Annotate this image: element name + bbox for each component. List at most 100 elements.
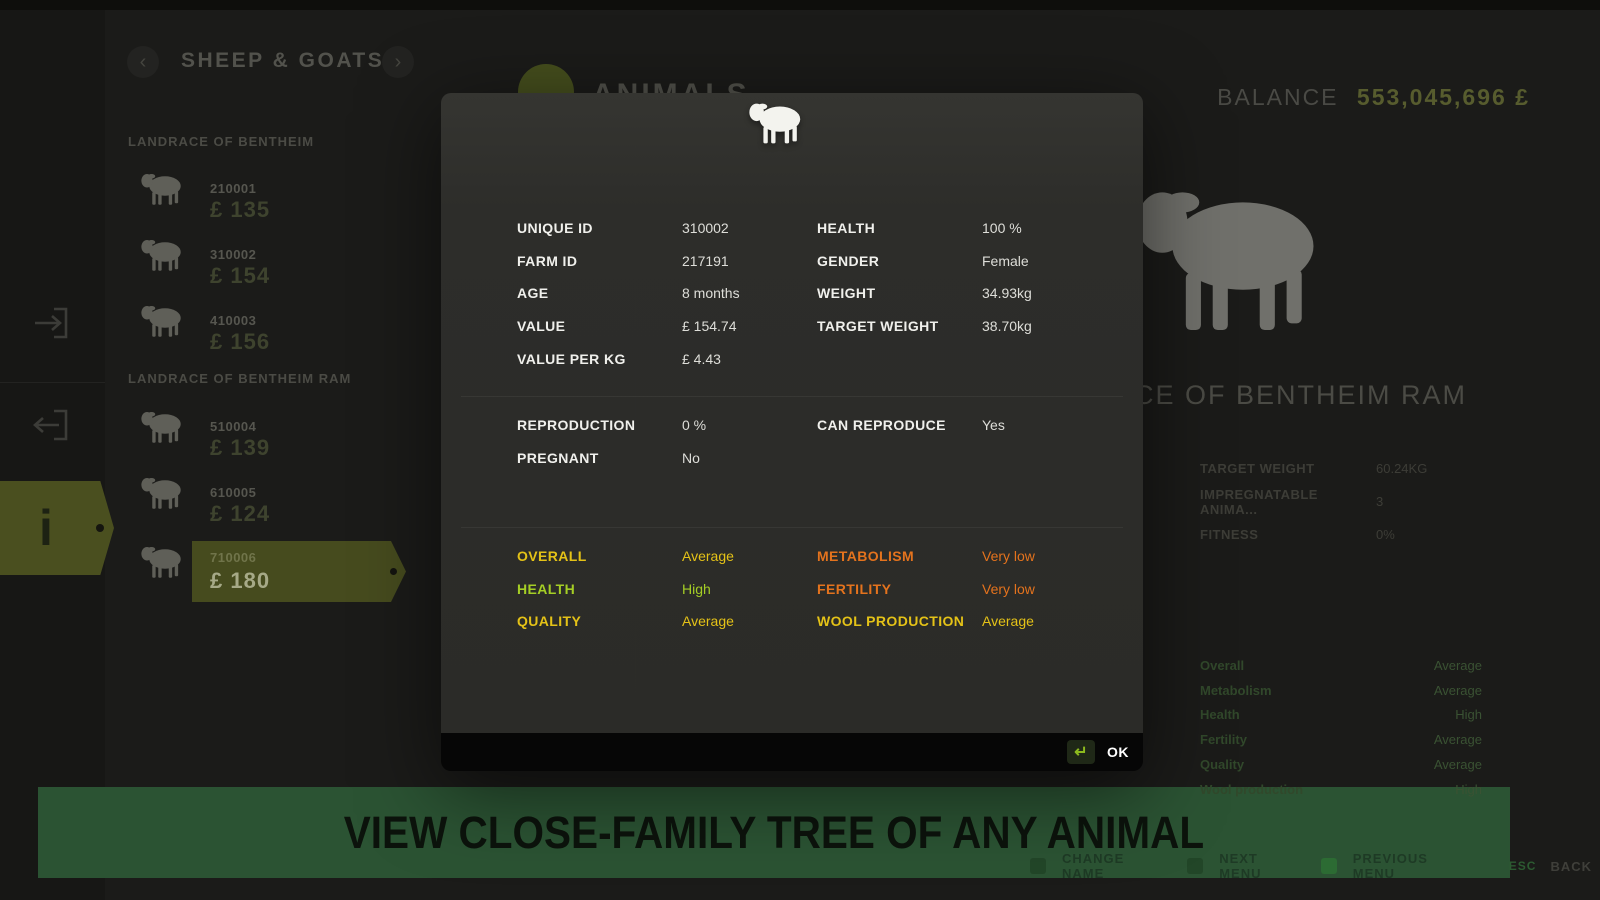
field-label: HEALTH [817,220,876,237]
enter-pen-icon[interactable] [30,302,72,344]
stat-label: Wool production [1200,781,1304,797]
section-divider [461,396,1123,397]
caption-banner: VIEW CLOSE-FAMILY TREE OF ANY ANIMAL [38,787,1510,878]
field-value: £ 4.43 [682,350,721,367]
section-divider [461,527,1123,528]
key-hint-icon [1320,858,1337,874]
field-value: 217191 [682,252,729,269]
field-label: AGE [517,285,549,302]
exit-pen-icon[interactable] [30,404,72,446]
detail-label: TARGET WEIGHT [1200,461,1315,476]
stat-label: Fertility [1200,732,1247,748]
field-label: VALUE PER KG [517,350,626,367]
breed-title: CE OF BENTHEIM RAM [1134,380,1468,410]
ok-button-label: OK [1107,744,1129,760]
field-label: CAN REPRODUCE [817,417,946,434]
info-icon: i [39,500,53,556]
dialog-sheep-icon [749,103,801,144]
group-label: LANDRACE OF BENTHEIM RAM [128,371,352,386]
field-label: GENDER [817,252,880,269]
animal-id: 310002 [210,247,257,262]
dialog-reproduction-section: REPRODUCTION 0 % CAN REPRODUCE Yes PREGN… [517,409,1117,474]
field-value: 0 % [682,417,707,434]
field-label: TARGET WEIGHT [817,318,939,335]
field-label: FARM ID [517,252,578,269]
detail-label: FITNESS [1200,527,1259,542]
dialog-body: UNIQUE ID 310002 HEALTH 100 % FARM ID 21… [441,93,1143,733]
change-name-button[interactable]: CHANGE NAME [1062,851,1125,881]
rail-divider [0,382,105,383]
field-value: No [682,449,700,466]
field-label: UNIQUE ID [517,220,593,237]
stat-label: Overall [1200,657,1245,673]
field-value: 310002 [682,220,729,237]
field-label: REPRODUCTION [517,417,636,434]
sheep-icon [141,240,181,271]
detail-value: 60.24KG [1376,461,1428,476]
animal-price: £ 135 [210,197,271,222]
field-label: WEIGHT [817,285,876,302]
animal-id: 610005 [210,485,257,500]
animal-price: £ 124 [210,501,271,526]
animal-price: £ 156 [210,329,271,354]
prev-category-button[interactable]: ‹ [127,46,159,78]
sheep-icon [141,478,181,509]
previous-menu-button[interactable]: PREVIOUS MENU [1352,851,1428,881]
field-value: £ 154.74 [682,318,737,335]
sheep-icon [141,412,181,443]
genetics-label: QUALITY [517,613,582,630]
dialog-genetics-section: OVERALL Average METABOLISM Very low HEAL… [517,540,1117,638]
field-value: 100 % [982,220,1022,237]
return-arrow-icon: ↵ [1074,744,1088,761]
stat-label: Health [1200,707,1240,723]
tag-hole [390,568,397,575]
back-button[interactable]: BACK [1550,858,1593,874]
field-label: PREGNANT [517,449,599,466]
stat-value: Average [1433,657,1482,673]
next-category-button[interactable]: › [382,46,414,78]
animal-price: £ 180 [210,568,271,593]
sheep-icon [141,547,181,578]
field-value: 38.70kg [982,318,1032,335]
balance-value: 553,045,696 £ [1356,84,1530,110]
field-value: Female [982,252,1029,269]
animal-id: 710006 [210,550,257,565]
animal-price: £ 139 [210,435,271,460]
detail-value: 3 [1376,494,1384,509]
detail-label: IMPREGNATABLE ANIMA... [1200,486,1318,517]
left-rail [0,10,105,900]
chevron-right-icon: › [394,51,402,73]
key-hint-icon [1187,858,1204,874]
sheep-icon [141,306,181,337]
detail-value: 0% [1376,527,1395,542]
genetics-value: Average [682,548,734,565]
animal-detail-dialog: UNIQUE ID 310002 HEALTH 100 % FARM ID 21… [441,93,1143,771]
chevron-left-icon: ‹ [139,51,147,73]
genetics-value: Average [682,613,734,630]
genetics-value: Very low [982,548,1035,565]
caption-text: VIEW CLOSE-FAMILY TREE OF ANY ANIMAL [343,806,1205,858]
sidebar-title: SHEEP & GOATS [181,49,385,72]
info-tab[interactable]: i [0,481,114,575]
genetics-summary-list: Overall Average Metabolism Average Healt… [1200,653,1482,802]
selection-tag [192,541,406,602]
stat-value: Average [1433,732,1482,748]
genetics-value: Very low [982,580,1035,597]
field-value: Yes [982,417,1005,434]
tag-hole [96,524,104,532]
balance-label: BALANCE [1217,84,1339,110]
genetics-label: METABOLISM [817,548,915,565]
ok-button[interactable]: ↵ OK [1067,740,1129,764]
field-label: VALUE [517,318,566,335]
genetics-label: WOOL PRODUCTION [817,613,965,630]
key-hint-icon [1030,858,1046,874]
stat-label: Metabolism [1200,682,1272,698]
animal-price: £ 154 [210,263,271,288]
animal-id: 510004 [210,419,257,434]
field-value: 8 months [682,285,740,302]
genetics-label: FERTILITY [817,580,892,597]
next-menu-button[interactable]: NEXT MENU [1219,851,1262,881]
selected-animal-image [1137,192,1314,331]
breed-detail-rows: TARGET WEIGHT 60.24KG IMPREGNATABLE ANIM… [1200,452,1486,551]
